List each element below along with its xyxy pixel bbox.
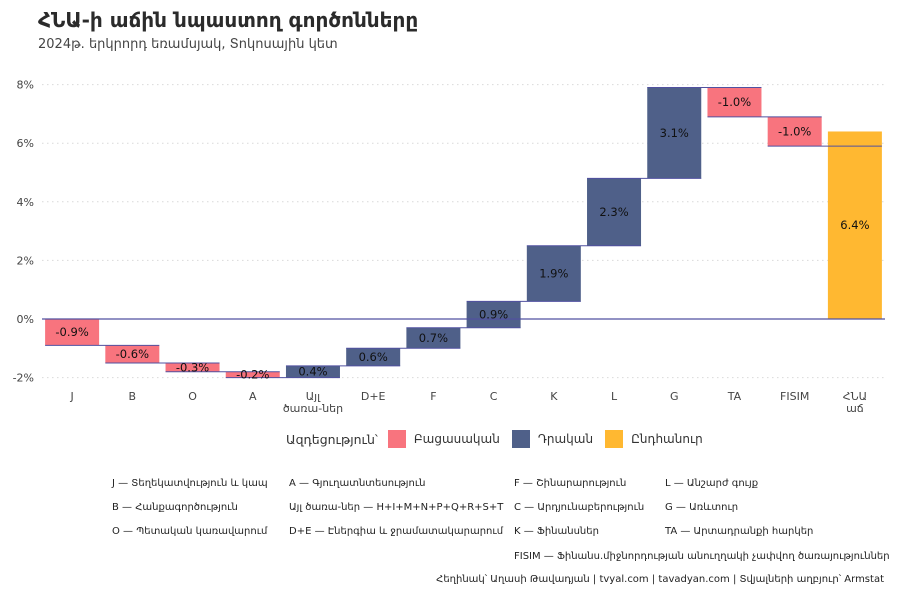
bar-labels: -0.9% -0.6% -0.3% -0.2% 0.4% 0.6% 0.7% 0.9% 1.9%… [55, 95, 869, 381]
legend-item-negative: Բացասական [387, 430, 500, 448]
legend-label-total: Ընդհանուր [631, 432, 703, 446]
bars [45, 87, 882, 378]
x-tick-label: D+E [361, 390, 386, 403]
abbreviation-o: O — Պետական կառավարում [112, 526, 268, 537]
bar [45, 319, 100, 346]
y-tick-label: 6% [17, 137, 34, 150]
bar-value-label: 0.4% [298, 365, 327, 379]
x-tick-label: Այլ ծառա-ներ [283, 390, 343, 415]
abbreviation-fisim: FISIM — Ֆինանս.միջնորդության անուղղակի չ… [514, 551, 890, 562]
bar-value-label: -0.3% [176, 360, 209, 374]
abbreviation-j: J — Տեղեկատվություն և կապ [112, 478, 268, 489]
legend-swatch-positive [511, 430, 530, 448]
x-tick-label: ՀՆԱ աճ [843, 390, 867, 415]
connectors [45, 87, 882, 379]
abbreviation-f: F — Շինարարություն [514, 478, 627, 489]
x-tick-label: G [670, 390, 679, 403]
y-tick-label: 0% [17, 313, 34, 326]
bar [647, 87, 702, 179]
bar-value-label: 1.9% [539, 267, 568, 281]
bar-value-label: -1.0% [718, 95, 751, 109]
bar [466, 301, 521, 328]
legend-swatch-negative [387, 430, 406, 448]
abbreviation-de: D+E — Էներգիա և ջրամատակարարում [289, 526, 504, 537]
x-tick-label: L [611, 390, 618, 403]
legend: Ազդեցություն՝ Բացասական Դրական Ընդհանուր [286, 430, 715, 448]
abbreviation-b: B — Հանքագործություն [112, 502, 238, 513]
x-tick-label: O [188, 390, 197, 403]
x-tick-label: C [490, 390, 498, 403]
abbreviation-g: G — Առևտուր [665, 502, 739, 513]
bar [707, 87, 762, 117]
y-tick-label: 4% [17, 196, 34, 209]
bar-value-label: 0.9% [479, 308, 508, 322]
bar [285, 365, 340, 378]
bar-value-label: -1.0% [778, 124, 811, 138]
bar-value-label: 6.4% [840, 218, 869, 232]
bar [165, 362, 220, 372]
abbreviation-l: L — Անշարժ գույք [665, 478, 759, 489]
legend-item-total: Ընդհանուր [605, 430, 703, 448]
chart-title: ՀՆԱ-ի աճին նպաստող գործոնները [38, 8, 419, 32]
y-axis-ticks: -2% 0% 2% 4% 6% 8% [13, 79, 34, 385]
bar [346, 348, 401, 366]
abbreviation-a: A — Գյուղատնտեսություն [289, 478, 426, 489]
bar [526, 245, 581, 302]
bar-value-label: -0.2% [236, 368, 269, 382]
y-tick-label: 8% [17, 79, 34, 92]
legend-label-negative: Բացասական [413, 432, 500, 446]
bar-value-label: 3.1% [660, 126, 689, 140]
abbreviation-k: K — Ֆինանսներ [514, 526, 599, 537]
bar-value-label: 2.3% [599, 205, 628, 219]
legend-title: Ազդեցություն՝ [286, 431, 378, 447]
x-tick-label: J [69, 390, 73, 403]
chart-subtitle: 2024թ. երկրորդ եռամսյակ, Տոկոսային կետ [38, 37, 338, 52]
legend-swatch-total [605, 430, 624, 448]
grid-lines [42, 84, 885, 379]
x-tick-label: A [249, 390, 257, 403]
y-tick-label: -2% [13, 372, 34, 385]
bar [225, 371, 280, 378]
bar-value-label: -0.9% [55, 325, 88, 339]
legend-label-positive: Դրական [537, 432, 594, 446]
x-tick-label: B [129, 390, 137, 403]
abbreviation-c: C — Արդյունաբերություն [514, 502, 645, 513]
bar [827, 131, 882, 319]
legend-item-positive: Դրական [511, 430, 594, 448]
footer-credits: Հեղինակ՝ Աղասի Թավադյան | tvyal.com | ta… [436, 574, 884, 585]
bar [105, 345, 160, 363]
bar-value-label: 0.7% [419, 331, 448, 345]
bar [587, 178, 642, 246]
x-tick-label: K [550, 390, 558, 403]
bar [406, 327, 461, 349]
abbreviation-other-services: Այլ ծառա-ներ — H+I+M+N+P+Q+R+S+T [289, 502, 504, 513]
bar-value-label: -0.6% [116, 347, 149, 361]
x-tick-label: TA [727, 390, 742, 403]
x-axis-ticks: J B O A Այլ ծառա-ներ D+E F C K L G TA FISIM ՀՆԱ աճ [69, 390, 867, 415]
x-tick-label: F [430, 390, 436, 403]
y-tick-label: 2% [17, 254, 34, 267]
bar [767, 116, 822, 147]
abbreviation-ta: TA — Արտադրանքի հարկեր [665, 526, 814, 537]
x-tick-label: FISIM [780, 390, 809, 403]
bar-value-label: 0.6% [359, 350, 388, 364]
